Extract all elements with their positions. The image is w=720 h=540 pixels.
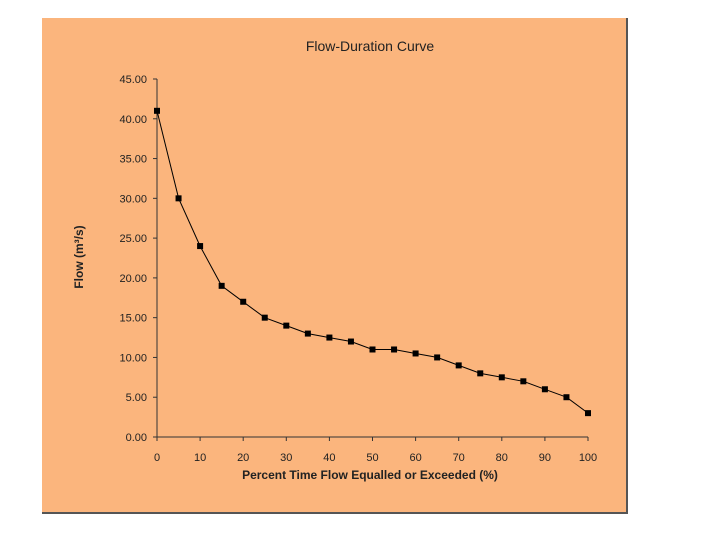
data-point-marker: [369, 346, 376, 353]
x-tick-label: 70: [453, 452, 465, 464]
data-point-marker: [154, 107, 160, 114]
chart-panel: [42, 18, 628, 514]
data-point-marker: [520, 378, 527, 385]
chart-title: Flow-Duration Curve: [306, 38, 435, 54]
y-tick-label: 0.00: [126, 432, 147, 444]
x-tick-label: 60: [409, 452, 421, 464]
x-tick-label: 30: [280, 452, 292, 464]
y-axis-label: Flow (m³/s): [72, 225, 86, 288]
data-point-marker: [585, 410, 591, 417]
flow-series-line: [156, 110, 589, 414]
x-tick-label: 10: [194, 452, 206, 464]
x-axis-label: Percent Time Flow Equalled or Exceeded (…: [242, 468, 498, 482]
y-tick-label: 40.00: [119, 114, 147, 126]
y-tick-label: 15.00: [119, 313, 147, 325]
data-point-marker: [261, 314, 268, 321]
y-tick-label: 45.00: [119, 74, 147, 86]
x-tick-label: 50: [366, 452, 378, 464]
x-tick-label: 40: [323, 452, 335, 464]
data-point-marker: [434, 354, 441, 361]
y-tick-label: 20.00: [119, 273, 147, 285]
y-tick-label: 5.00: [126, 392, 147, 404]
data-point-marker: [326, 334, 333, 341]
data-point-marker: [391, 346, 398, 353]
y-tick-label: 25.00: [119, 233, 147, 245]
x-tick-label: 100: [579, 452, 597, 464]
data-point-marker: [304, 330, 311, 337]
data-point-marker: [498, 374, 505, 381]
data-point-marker: [175, 195, 182, 202]
data-point-marker: [563, 394, 570, 401]
x-tick-label: 80: [496, 452, 508, 464]
x-tick-label: 20: [237, 452, 249, 464]
data-point-marker: [218, 282, 225, 289]
x-tick-label: 0: [154, 452, 160, 464]
data-point-marker: [455, 362, 462, 369]
data-point-marker: [541, 386, 548, 393]
data-point-marker: [347, 338, 354, 345]
x-tick-label: 90: [539, 452, 551, 464]
data-point-marker: [197, 243, 204, 250]
data-point-marker: [477, 370, 484, 377]
y-tick-label: 30.00: [119, 193, 147, 205]
data-point-marker: [240, 298, 247, 305]
data-point-marker: [412, 350, 419, 357]
y-tick-label: 10.00: [119, 352, 147, 364]
data-point-marker: [283, 322, 290, 329]
y-tick-label: 35.00: [119, 154, 147, 166]
